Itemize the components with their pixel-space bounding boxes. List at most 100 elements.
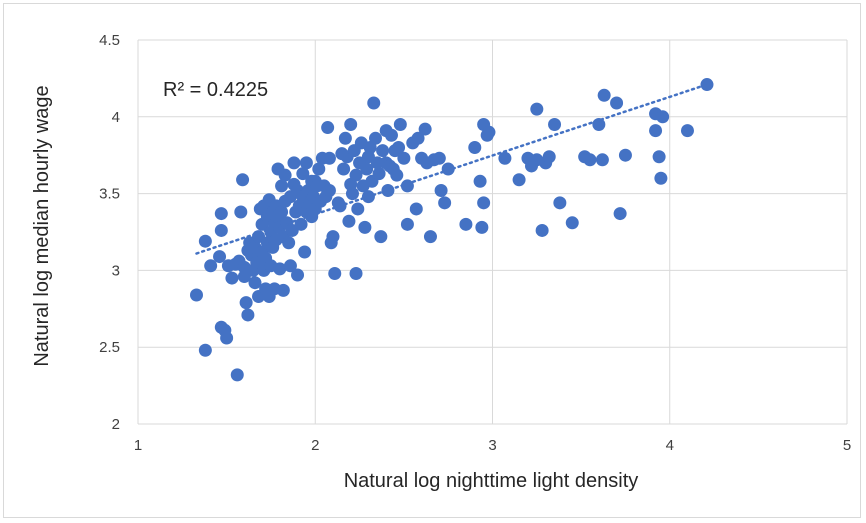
data-points — [189, 78, 714, 382]
data-point — [535, 223, 549, 237]
x-tick-labels: 1 2 3 4 5 — [134, 437, 851, 454]
data-point — [381, 184, 395, 198]
data-point — [542, 150, 556, 164]
data-point — [473, 174, 487, 188]
data-point — [241, 308, 255, 322]
data-point — [322, 184, 336, 198]
data-point — [459, 217, 473, 231]
data-point — [189, 288, 203, 302]
data-point — [423, 230, 437, 244]
data-point — [337, 162, 351, 176]
data-point — [338, 131, 352, 145]
data-point — [618, 148, 632, 162]
r-squared-annotation: R² = 0.4225 — [163, 79, 268, 101]
data-point — [400, 179, 414, 193]
y-tick-labels: 2 2.5 3 3.5 4 4.5 — [99, 32, 120, 433]
data-point — [654, 171, 668, 185]
data-point — [322, 151, 336, 165]
data-point — [656, 110, 670, 124]
data-point — [565, 216, 579, 230]
data-point — [434, 184, 448, 198]
data-point — [477, 196, 491, 210]
data-point — [345, 187, 359, 201]
data-point — [652, 150, 666, 164]
data-point — [468, 141, 482, 155]
data-point — [275, 205, 289, 219]
y-tick-label: 2.5 — [99, 339, 120, 356]
data-point — [374, 230, 388, 244]
data-point — [548, 117, 562, 131]
data-point — [296, 167, 310, 181]
y-tick-label: 2 — [112, 416, 120, 433]
data-point — [328, 266, 342, 280]
data-point — [282, 236, 296, 250]
data-point — [198, 234, 212, 248]
data-point — [275, 179, 289, 193]
data-point — [230, 368, 244, 382]
gridlines — [137, 39, 848, 425]
data-point — [369, 131, 383, 145]
data-point — [482, 125, 496, 139]
data-point — [312, 162, 326, 176]
x-tick-label: 5 — [843, 437, 851, 454]
data-point — [583, 153, 597, 167]
data-point — [204, 259, 218, 273]
y-tick-label: 4.5 — [99, 32, 120, 49]
data-point — [349, 168, 363, 182]
data-point — [392, 141, 406, 155]
data-point — [248, 276, 262, 290]
data-point — [342, 214, 356, 228]
data-point — [294, 217, 308, 231]
data-point — [597, 88, 611, 102]
y-tick-label: 4 — [112, 109, 120, 126]
data-point — [649, 124, 663, 138]
data-point — [409, 202, 423, 216]
y-axis-title: Natural log median hourly wage — [31, 85, 53, 366]
data-point — [273, 262, 287, 276]
x-axis-title: Natural log nighttime light density — [344, 470, 639, 492]
data-point — [360, 162, 374, 176]
data-point — [595, 153, 609, 167]
data-point — [326, 230, 340, 244]
data-point — [213, 250, 227, 264]
data-point — [351, 202, 365, 216]
trendline — [195, 83, 709, 255]
data-point — [198, 343, 212, 357]
data-point — [438, 196, 452, 210]
data-point — [367, 96, 381, 110]
data-point — [220, 331, 234, 345]
data-point — [276, 283, 290, 297]
data-point — [680, 124, 694, 138]
data-point — [393, 117, 407, 131]
data-point — [553, 196, 567, 210]
data-point — [287, 156, 301, 170]
x-tick-label: 2 — [311, 437, 319, 454]
data-point — [512, 173, 526, 187]
data-point — [432, 151, 446, 165]
y-tick-label: 3.5 — [99, 186, 120, 203]
data-point — [298, 245, 312, 259]
data-point — [390, 168, 404, 182]
data-point — [344, 117, 358, 131]
x-tick-label: 1 — [134, 437, 142, 454]
data-point — [400, 217, 414, 231]
data-point — [239, 296, 253, 310]
data-point — [700, 78, 714, 92]
data-point — [214, 223, 228, 237]
y-tick-label: 3 — [112, 262, 120, 279]
data-point — [418, 122, 432, 136]
data-point — [376, 144, 390, 158]
data-point — [613, 207, 627, 221]
data-point — [411, 131, 425, 145]
data-point — [278, 168, 292, 182]
data-point — [372, 167, 386, 181]
data-point — [475, 220, 489, 234]
x-tick-label: 3 — [488, 437, 496, 454]
data-point — [610, 96, 624, 110]
data-point — [530, 102, 544, 116]
data-point — [321, 121, 335, 135]
data-point — [397, 151, 411, 165]
data-point — [225, 271, 239, 285]
